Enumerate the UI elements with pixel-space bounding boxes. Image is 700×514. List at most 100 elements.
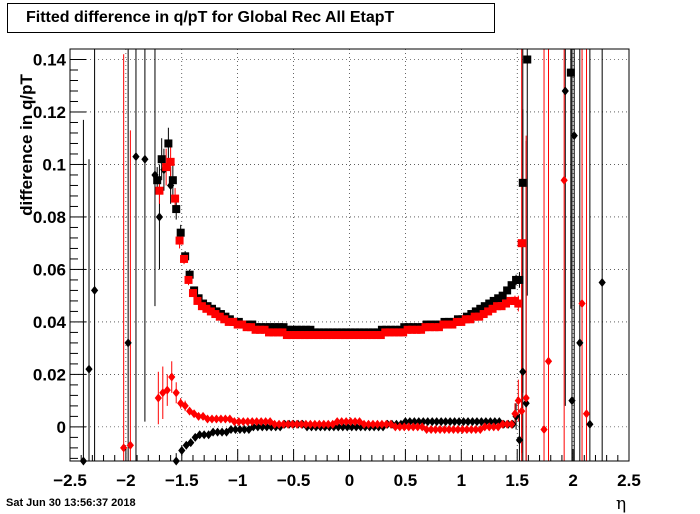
data-point-square — [485, 299, 494, 308]
data-point-square — [566, 68, 575, 77]
data-point-diamond — [406, 417, 414, 427]
data-point-square — [439, 320, 448, 329]
data-point-square — [475, 312, 484, 321]
data-point-square — [412, 325, 421, 334]
data-point-square — [291, 331, 300, 340]
data-point-diamond — [503, 419, 511, 429]
x-tick-label: 2.5 — [617, 471, 641, 490]
data-point-diamond — [208, 414, 216, 424]
data-markers — [79, 55, 606, 466]
data-point-square — [251, 325, 260, 334]
data-point-square — [297, 325, 306, 334]
data-point-diamond — [476, 425, 484, 435]
chart-title-box: Fitted difference in q/pT for Global Rec… — [7, 3, 495, 33]
data-point-square — [381, 328, 390, 337]
data-point-square — [282, 331, 291, 340]
data-point-diamond — [270, 419, 279, 429]
data-point-diamond — [401, 417, 409, 427]
data-point-square — [215, 312, 224, 321]
data-point-diamond — [515, 435, 524, 445]
data-point-diamond — [168, 372, 176, 382]
data-point-diamond — [262, 417, 270, 427]
data-point-square — [470, 312, 479, 321]
data-point-square — [157, 155, 166, 164]
data-point-diamond — [518, 406, 526, 416]
data-point-square — [349, 331, 358, 340]
data-point-diamond — [455, 417, 463, 427]
data-point-diamond — [343, 422, 351, 432]
data-point-diamond — [400, 422, 408, 432]
data-point-diamond — [463, 425, 471, 435]
gridlines — [69, 49, 630, 461]
y-axis-label: difference in q/pT — [17, 74, 36, 216]
data-point-square — [461, 315, 470, 324]
data-point-square — [220, 315, 229, 324]
x-tick-label: 1.5 — [505, 471, 529, 490]
data-point-diamond — [172, 388, 180, 398]
y-tick-label: 0.02 — [33, 365, 66, 384]
data-point-square — [327, 331, 336, 340]
data-point-diamond — [351, 417, 359, 427]
data-point-diamond — [288, 419, 297, 429]
data-point-square — [425, 323, 434, 332]
data-point-diamond — [494, 422, 502, 432]
data-point-diamond — [473, 417, 481, 427]
data-point-square — [376, 331, 385, 340]
data-point-diamond — [391, 422, 399, 432]
data-point-square — [292, 325, 301, 334]
data-point-diamond — [187, 438, 195, 448]
data-point-diamond — [472, 425, 480, 435]
data-point-square — [403, 325, 412, 334]
data-point-diamond — [167, 180, 175, 190]
data-point-square — [503, 286, 512, 295]
data-point-diamond — [378, 419, 386, 429]
data-point-diamond — [560, 175, 568, 185]
data-point-diamond — [431, 425, 440, 435]
data-point-diamond — [200, 430, 208, 440]
data-point-diamond — [369, 419, 377, 429]
data-point-diamond — [458, 425, 467, 435]
data-point-diamond — [324, 419, 332, 429]
data-point-diamond — [141, 154, 149, 164]
data-point-square — [296, 331, 305, 340]
data-point-diamond — [373, 419, 382, 429]
timestamp: Sat Jun 30 13:56:37 2018 — [6, 497, 136, 509]
data-point-diamond — [436, 425, 444, 435]
data-point-diamond — [284, 419, 292, 429]
data-point-diamond — [217, 414, 225, 424]
data-point-square — [341, 331, 350, 340]
data-point-square — [493, 302, 502, 311]
plot-frame — [69, 48, 630, 462]
data-point-square — [345, 331, 354, 340]
data-point-square — [518, 178, 527, 187]
data-point-diamond — [450, 417, 459, 427]
data-point-square — [506, 296, 515, 305]
data-point-diamond — [311, 419, 319, 429]
data-point-diamond — [427, 425, 435, 435]
data-point-diamond — [194, 411, 203, 421]
data-point-square — [515, 275, 524, 284]
data-point-square — [284, 325, 293, 334]
data-point-square — [514, 299, 523, 308]
data-point-diamond — [459, 417, 468, 427]
data-point-diamond — [342, 417, 350, 427]
data-point-diamond — [485, 422, 493, 432]
y-tick-label: 0.06 — [33, 260, 66, 279]
data-point-square — [494, 294, 503, 303]
y-tick-label: 0.14 — [33, 50, 67, 69]
data-point-diamond — [442, 417, 450, 427]
data-point-square — [238, 320, 247, 329]
data-point-diamond — [387, 419, 395, 429]
data-point-square — [288, 325, 297, 334]
data-point-square — [172, 205, 181, 214]
y-tick-label: 0 — [57, 418, 66, 437]
data-point-square — [266, 323, 275, 332]
data-point-diamond — [598, 278, 606, 288]
data-point-diamond — [445, 425, 453, 435]
data-point-square — [155, 186, 164, 195]
x-tick-label: −1.5 — [165, 471, 199, 490]
data-point-diamond — [522, 398, 530, 408]
data-point-diamond — [221, 414, 230, 424]
data-point-square — [452, 317, 461, 326]
